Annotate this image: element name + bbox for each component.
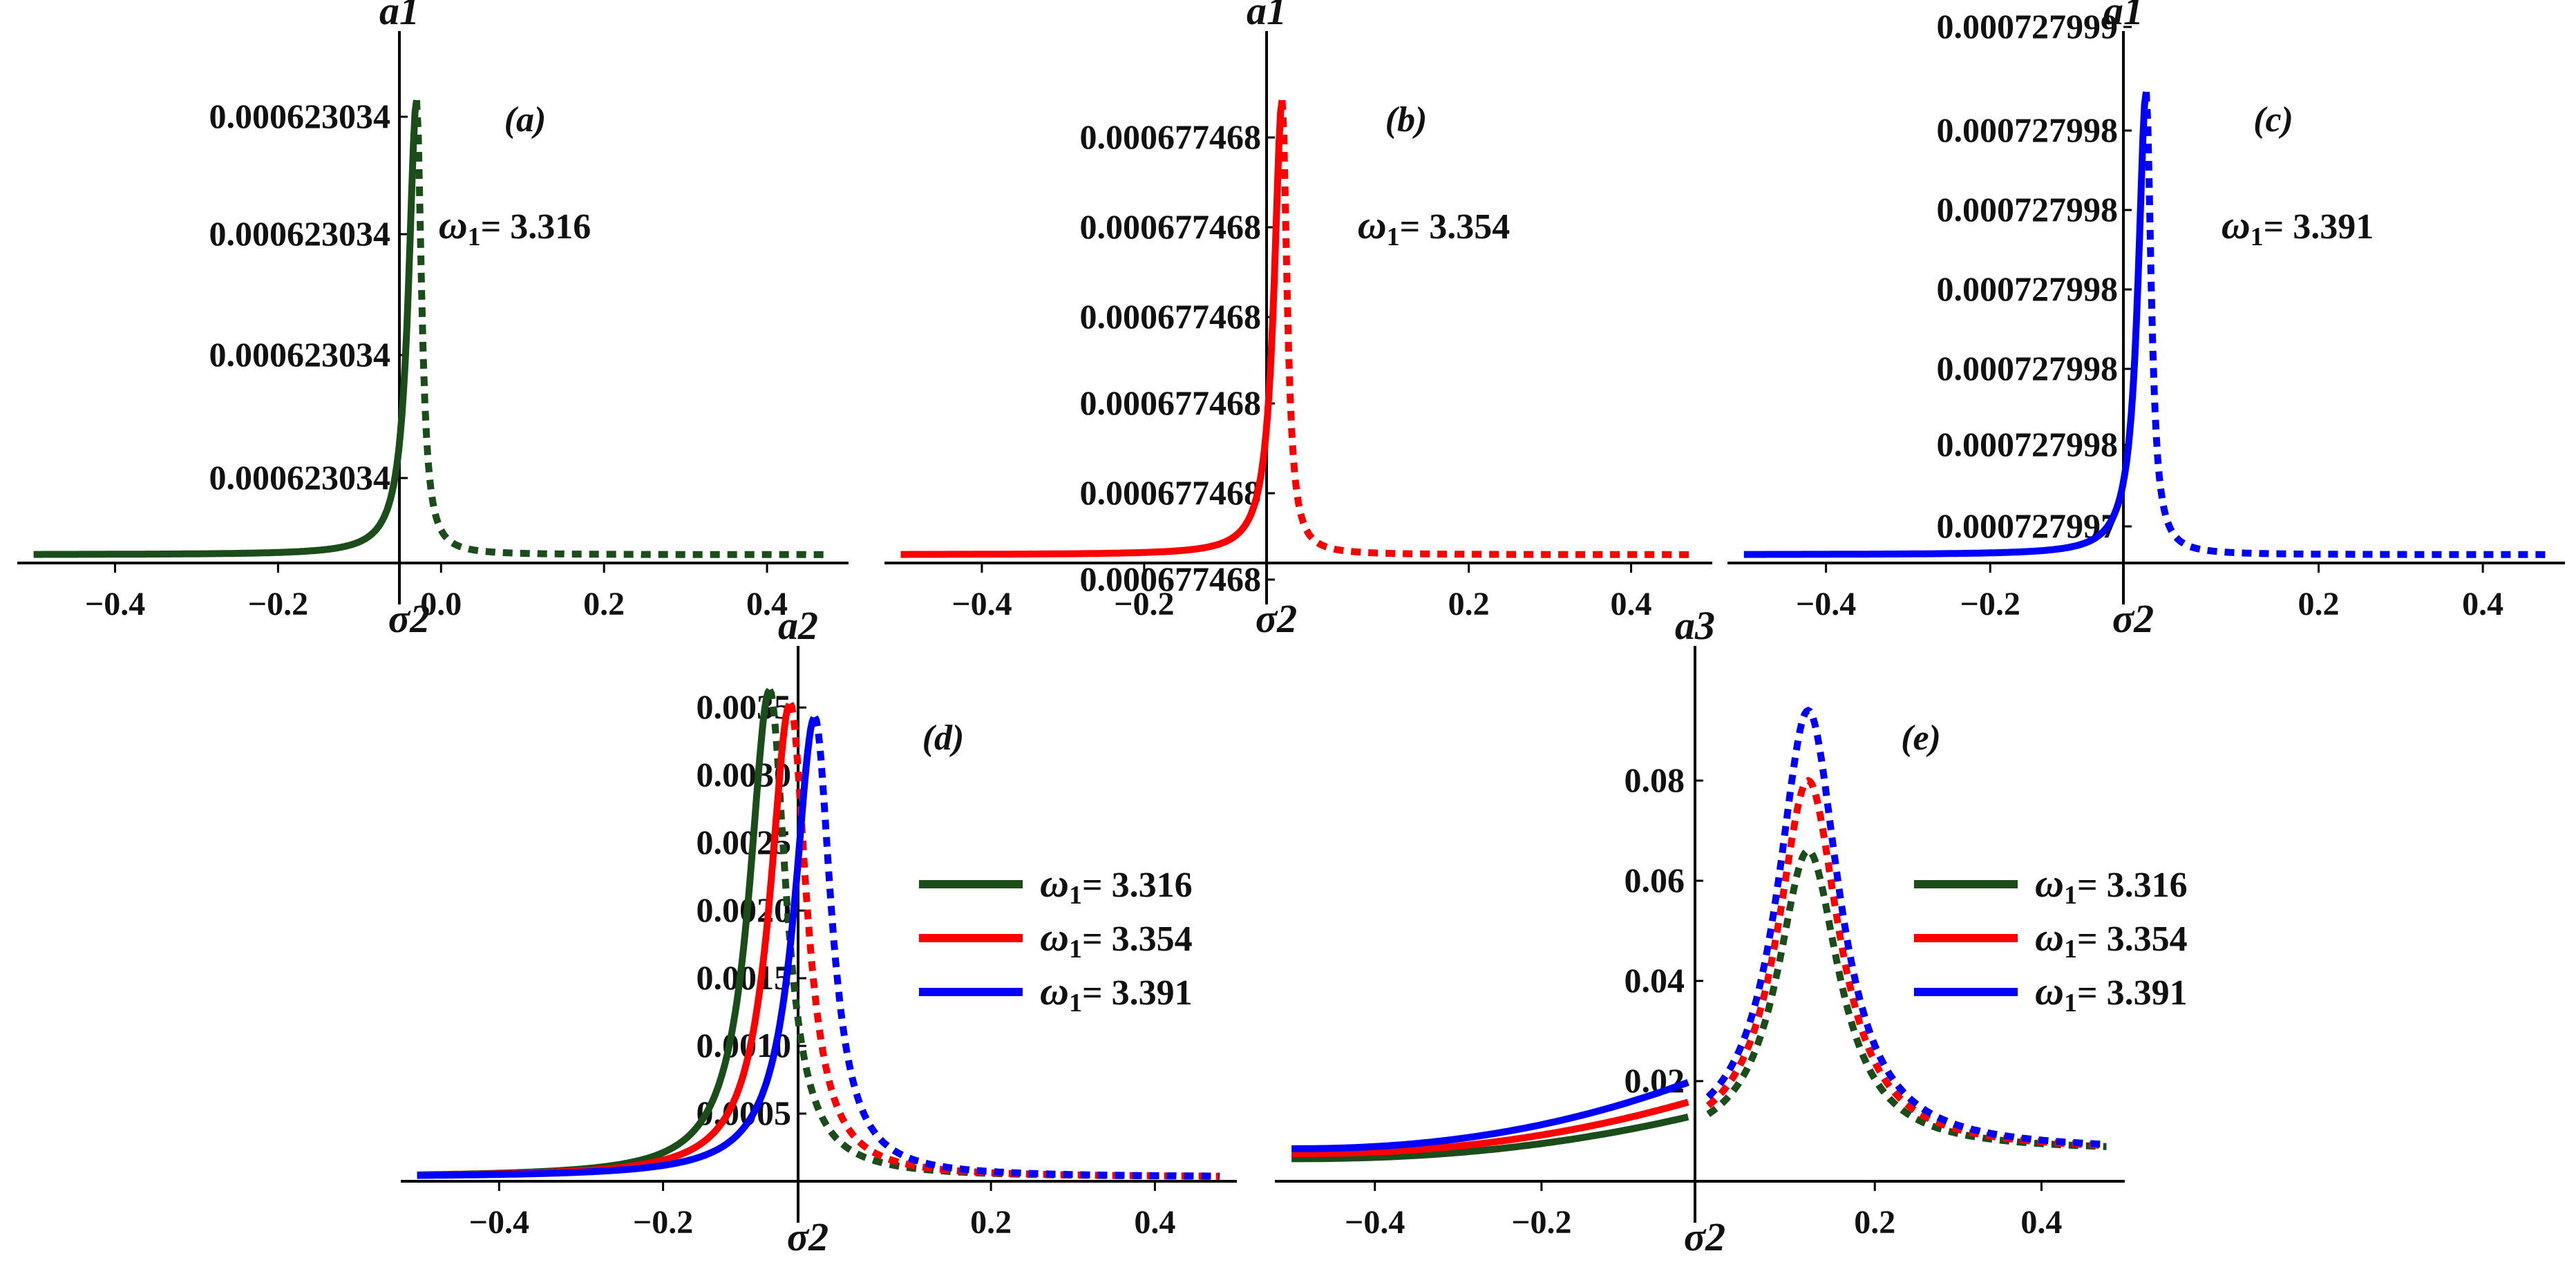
x-axis-label: σ2 [1256,596,1297,641]
y-tick-label: 0.000677468 [1080,383,1262,422]
legend-entry: ω1= 3.391 [2035,969,2188,1018]
x-tick-label: 0.4 [1134,1204,1175,1241]
y-tick-label: 0.0035 [697,687,792,726]
x-tick-label: −0.2 [1511,1204,1571,1241]
x-tick-label: 0.2 [970,1204,1012,1241]
series-solid-0 [1742,91,2150,558]
y-tick-label: 0.000623034 [209,458,391,497]
y-tick-label: 0.000727998 [1937,349,2119,388]
x-tick-label: 0.2 [1854,1204,1895,1241]
y-axis-label: a1 [1247,0,1287,33]
x-axis-label: σ2 [787,1214,828,1259]
y-axis-label: a3 [1675,603,1715,648]
y-tick-label: 0.000677468 [1080,117,1262,156]
y-tick-label: 0.000727999 [1937,7,2119,46]
series-dashed-0 [1278,99,1695,558]
panel-label: (e) [1901,718,1941,758]
y-tick-label: 0.000677468 [1080,560,1262,598]
legend-entry: ω1= 3.391 [1040,969,1193,1018]
y-tick-label: 0.08 [1625,761,1685,799]
legend: ω1= 3.316 ω1= 3.354 ω1= 3.391 [1914,861,2188,1018]
panel-label: (d) [922,718,965,758]
omega-annotation: ω1= 3.316 [439,202,591,251]
x-tick-label: −0.2 [633,1204,693,1241]
x-tick-label: −0.4 [469,1204,529,1241]
series-dashed-1 [1705,776,2107,1149]
x-axis-label: σ2 [388,596,430,641]
series-solid-2 [1291,1079,1689,1152]
y-tick-label: 0.000677468 [1080,473,1262,512]
x-tick-label: 0.2 [2298,586,2340,622]
y-tick-label: 0.000727998 [1937,269,2119,308]
y-axis-label: a1 [379,0,419,33]
y-tick-label: 0.000623034 [209,214,391,253]
omega-annotation: ω1= 3.354 [1358,202,1510,251]
series-solid-0 [898,99,1286,558]
legend-entry: ω1= 3.316 [2035,861,2188,910]
panel-c: −0.4 −0.2 0.2 0.4σ2a1(c)0.0007279990.000727… [1727,0,2565,641]
legend-entry: ω1= 3.316 [1040,861,1193,910]
x-tick-label: 0.2 [583,586,625,622]
panel-b: −0.4 −0.2 0.2 0.4 σ2 a1 (b) 0.000677468 0.000677… [884,0,1712,641]
x-tick-label: −0.4 [951,586,1012,622]
x-tick-label: −0.4 [1345,1204,1405,1241]
x-axis-label: σ2 [1684,1214,1725,1259]
panel-a: −0.4 −0.2 0.0 0.2 0.4 σ2 a1 (a) 0.000623034 0.000… [17,0,849,641]
x-tick-label: −0.2 [1960,586,2020,622]
series-dashed-2 [811,715,1220,1180]
legend-entry: ω1= 3.354 [1040,915,1193,964]
x-tick-label: 0.4 [1611,586,1652,622]
series-solid-2 [415,716,817,1179]
y-tick-label: 0.000727998 [1937,190,2119,229]
x-tick-label: −0.4 [1796,586,1856,622]
panel-d: −0.4 −0.2 0.2 0.4σ2a2(d)0.00350.00300.00250… [401,603,1237,1259]
panel-label: (b) [1385,100,1428,140]
series-dashed-1 [787,702,1220,1180]
y-tick-label: 0.06 [1625,861,1685,899]
legend-entry: ω1= 3.354 [2035,915,2188,964]
x-tick-label: 0.2 [1448,586,1490,622]
y-tick-label: 0.000727998 [1937,425,2119,464]
x-tick-label: 0.4 [2462,586,2503,622]
series-dashed-0 [413,99,831,558]
panel-e: −0.4 −0.2 0.2 0.4σ2a3(e)0.080.060.040.02ω1=… [1275,603,2188,1259]
series-solid-0 [31,99,420,558]
legend: ω1= 3.316 ω1= 3.354 ω1= 3.391 [919,861,1193,1018]
omega-annotation: ω1= 3.391 [2222,202,2374,251]
series-dashed-2 [1705,706,2107,1148]
y-tick-label: 0.04 [1625,961,1685,1000]
x-tick-label: 0.4 [746,586,788,622]
y-tick-label: 0.000623034 [209,335,391,374]
x-axis-label: σ2 [2112,596,2154,641]
series-solid-0 [1291,1114,1689,1163]
y-tick-label: 0.000623034 [209,97,391,135]
x-tick-label: 0.0 [420,586,462,622]
panel-label: (a) [504,100,547,140]
y-tick-label: 0.000727998 [1937,111,2119,149]
y-axis-label: a2 [778,603,818,648]
series-solid-1 [1291,1098,1689,1158]
x-tick-label: 0.4 [2020,1204,2062,1241]
x-tick-label: −0.4 [85,586,145,622]
x-tick-label: −0.2 [248,586,308,622]
series-dashed-0 [2143,91,2547,558]
x-tick-label: −0.2 [1114,586,1174,622]
y-tick-label: 0.000677468 [1080,297,1262,336]
y-tick-label: 0.000677468 [1080,207,1262,246]
panel-label: (c) [2253,100,2293,140]
